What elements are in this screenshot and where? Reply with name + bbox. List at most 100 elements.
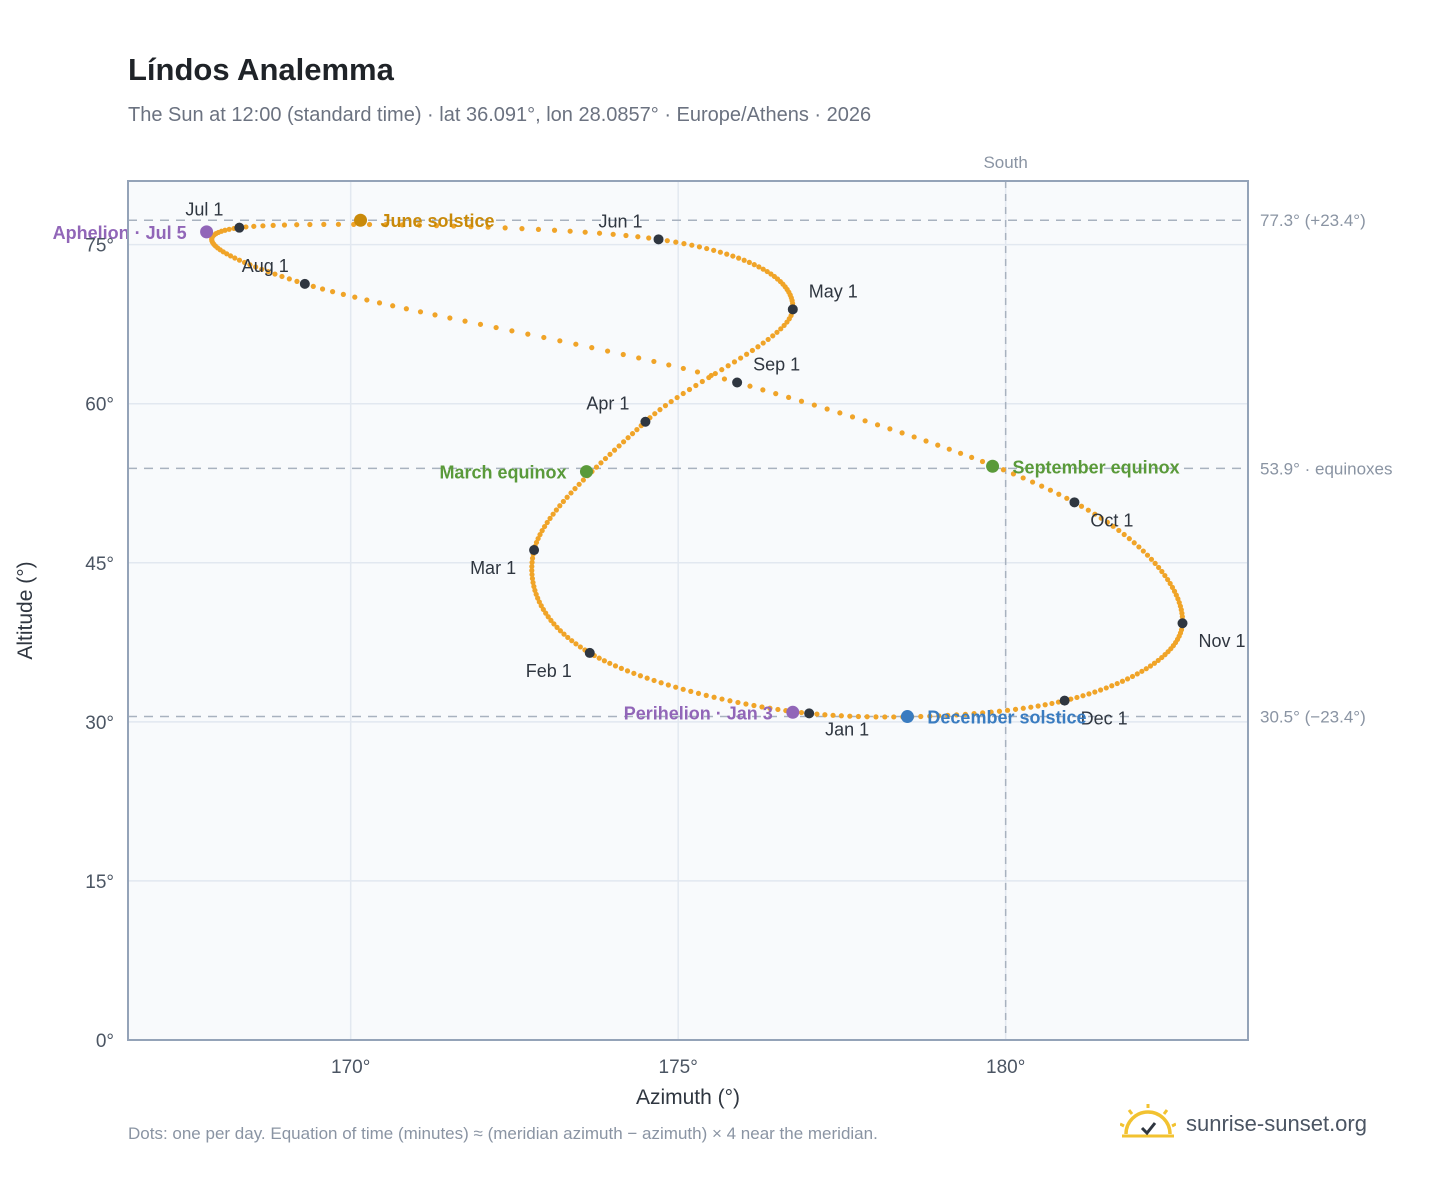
day-dot (738, 355, 744, 361)
day-dot (557, 628, 564, 634)
day-dot (873, 714, 879, 720)
day-dot (1012, 706, 1019, 712)
day-dot (596, 230, 603, 236)
day-dot (383, 222, 389, 228)
day-dot (1078, 503, 1085, 509)
sun-logo-icon (1120, 1104, 1176, 1138)
day-dot (557, 503, 563, 509)
day-dot (1147, 663, 1154, 669)
day-dot (1098, 515, 1104, 521)
day-dot (243, 224, 249, 230)
day-dot (1119, 678, 1126, 684)
day-dot (681, 241, 687, 247)
brand[interactable]: sunrise-sunset.org (1120, 1104, 1367, 1144)
day-dot (1056, 491, 1062, 497)
day-dot (1155, 657, 1161, 664)
day-dot (335, 221, 342, 227)
day-dot (1139, 668, 1145, 674)
day-dot (224, 251, 230, 257)
y-tick-label: 30° (85, 713, 114, 734)
day-dot (664, 238, 670, 244)
day-dot (721, 376, 728, 382)
day-dot (658, 680, 664, 686)
day-dot (760, 387, 766, 393)
day-dot (544, 519, 550, 526)
day-dot (736, 255, 742, 261)
day-dot (226, 226, 232, 232)
day-dot (798, 398, 805, 404)
day-dot (768, 271, 774, 277)
day-dot (1074, 694, 1080, 701)
day-dot (232, 255, 238, 261)
day-dot (565, 634, 571, 641)
month-label: Dec 1 (1081, 709, 1128, 729)
month-point (1177, 618, 1188, 629)
day-dot (651, 358, 657, 365)
day-dot (272, 271, 278, 277)
day-dot (247, 262, 253, 268)
day-dot (731, 359, 738, 365)
day-dot (962, 711, 968, 717)
day-dot (680, 686, 686, 692)
day-dot (227, 253, 234, 259)
day-dot (634, 427, 640, 433)
month-label: Sep 1 (753, 354, 800, 374)
day-dot (589, 345, 595, 351)
day-dot (744, 351, 750, 357)
day-dot (1167, 580, 1173, 587)
day-dot (279, 273, 285, 280)
month-point (787, 304, 798, 315)
day-dot (773, 391, 779, 397)
day-dot (416, 222, 422, 228)
day-dot (665, 682, 671, 688)
day-dot (390, 303, 396, 309)
day-dot (623, 232, 629, 239)
day-dot (711, 247, 717, 253)
day-dot (417, 309, 424, 315)
day-dot (1124, 676, 1131, 682)
day-dot (432, 312, 438, 318)
month-point (299, 278, 310, 289)
day-dot (1165, 576, 1171, 583)
day-dot (529, 559, 535, 565)
day-dot (874, 422, 881, 428)
day-dot (712, 370, 718, 377)
day-dot (760, 340, 766, 346)
day-dot (1121, 531, 1127, 538)
y-tick-label: 75° (85, 236, 114, 257)
day-dot (1092, 689, 1098, 695)
day-dot (573, 341, 579, 347)
day-dot (674, 394, 680, 401)
day-dot (927, 713, 933, 719)
month-point (584, 647, 595, 658)
day-dot (551, 621, 557, 627)
day-dot (485, 224, 491, 230)
day-dot (957, 450, 964, 456)
day-dot (399, 222, 406, 228)
event-point (986, 459, 1000, 473)
event-label: December solstice (927, 708, 1086, 728)
day-dot (996, 708, 1003, 714)
day-dot (1129, 673, 1136, 680)
day-dot (1092, 511, 1098, 517)
day-dot (251, 223, 257, 229)
day-dot (849, 414, 856, 420)
day-dot (838, 713, 844, 719)
day-dot (695, 690, 702, 697)
day-dot (798, 709, 805, 716)
day-dot (979, 458, 986, 465)
day-dot (666, 362, 672, 368)
day-dot (567, 228, 573, 234)
day-dot (616, 443, 622, 449)
x-tick-label: 180° (986, 1057, 1025, 1078)
day-dot (657, 407, 663, 413)
day-dot (725, 363, 731, 369)
day-dot (551, 227, 558, 233)
month-label: Oct 1 (1090, 510, 1133, 530)
day-dot (708, 372, 714, 379)
day-dot (1035, 703, 1041, 709)
day-dot (980, 710, 986, 716)
day-dot (576, 481, 582, 487)
day-dot (662, 403, 669, 409)
day-dot (537, 532, 543, 538)
